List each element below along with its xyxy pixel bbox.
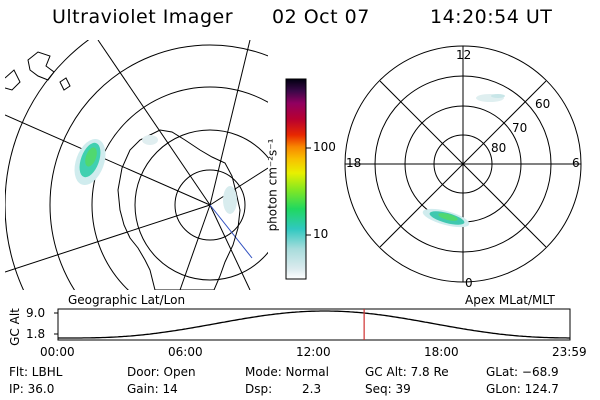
colorbar [285, 78, 311, 280]
meridian [209, 204, 251, 290]
date-label: 02 Oct 07 [272, 6, 370, 28]
geographic-map [5, 40, 268, 290]
glat-info: GLat: −68.9 [486, 365, 559, 379]
auroral-emission-left [74, 135, 237, 214]
meridian [97, 40, 211, 206]
mlat-label-60: 60 [535, 97, 551, 111]
meridian [179, 204, 211, 290]
door-info: Door: Open [127, 365, 196, 379]
orbit-ytick-label-9: 9.0 [26, 306, 46, 320]
lat-circle-70 [134, 129, 268, 281]
landmass-outline [59, 77, 71, 91]
landmass-outline [5, 69, 21, 91]
glon-info: GLon: 124.7 [486, 382, 559, 396]
meridian [5, 114, 211, 206]
orbit-xtick-label: 06:00 [168, 345, 203, 359]
meridian [209, 167, 268, 206]
gc-alt-info: GC Alt: 7.8 Re [365, 365, 449, 379]
mlt-label-0: 0 [465, 276, 473, 290]
gain-info: Gain: 14 [127, 382, 178, 396]
colorbar-unit-label: photon cm⁻²s⁻¹ [265, 138, 280, 232]
magnetic-polar-plot [344, 45, 582, 283]
orbit-ylabel: GC Alt [7, 308, 22, 346]
colorbar-tick-label-100: 100 [313, 140, 336, 154]
time-label: 14:20:54 UT [430, 6, 553, 28]
orbit-xtick-label: 00:00 [40, 345, 75, 359]
lat-circle-80 [174, 169, 246, 241]
landmass-outline [27, 51, 55, 81]
antarctica-coastline [117, 129, 241, 290]
orbit-xtick-label: 12:00 [296, 345, 331, 359]
ip-info: IP: 36.0 [9, 382, 55, 396]
orbit-altitude-curve [58, 310, 570, 339]
lat-circle-60 [91, 86, 268, 290]
lat-circle-50 [49, 44, 268, 290]
mlat-label-80: 80 [491, 141, 507, 155]
dsp-label: Dsp: [245, 382, 273, 396]
mlt-label-18: 18 [346, 156, 362, 170]
mlat-label-70: 70 [512, 121, 528, 135]
orbit-altitude-plot [54, 308, 571, 341]
dsp-value: 2.3 [302, 382, 322, 396]
auroral-emission-right [422, 94, 505, 228]
meridian [5, 204, 211, 273]
mlt-label-12: 12 [456, 48, 472, 62]
mlt-diagonal [379, 80, 547, 248]
meridian [209, 40, 251, 206]
mode-info: Mode: Normal [245, 365, 329, 379]
colorbar-gradient [285, 78, 307, 280]
seq-info: Seq: 39 [365, 382, 411, 396]
mlt-label-6: 6 [572, 156, 580, 170]
instrument-title: Ultraviolet Imager [52, 6, 234, 28]
orbit-xtick-label: 23:59 [552, 345, 587, 359]
filter-info: Flt: LBHL [9, 365, 63, 379]
orbit-ytick-label-1.8: 1.8 [26, 327, 46, 341]
orbit-plot-frame [57, 308, 571, 341]
colorbar-tick-label-10: 10 [313, 227, 329, 241]
geographic-panel-label: Geographic Lat/Lon [68, 293, 186, 307]
terminator-line [209, 204, 253, 259]
magnetic-panel-label: Apex MLat/MLT [465, 293, 555, 307]
orbit-xtick-label: 18:00 [424, 345, 459, 359]
